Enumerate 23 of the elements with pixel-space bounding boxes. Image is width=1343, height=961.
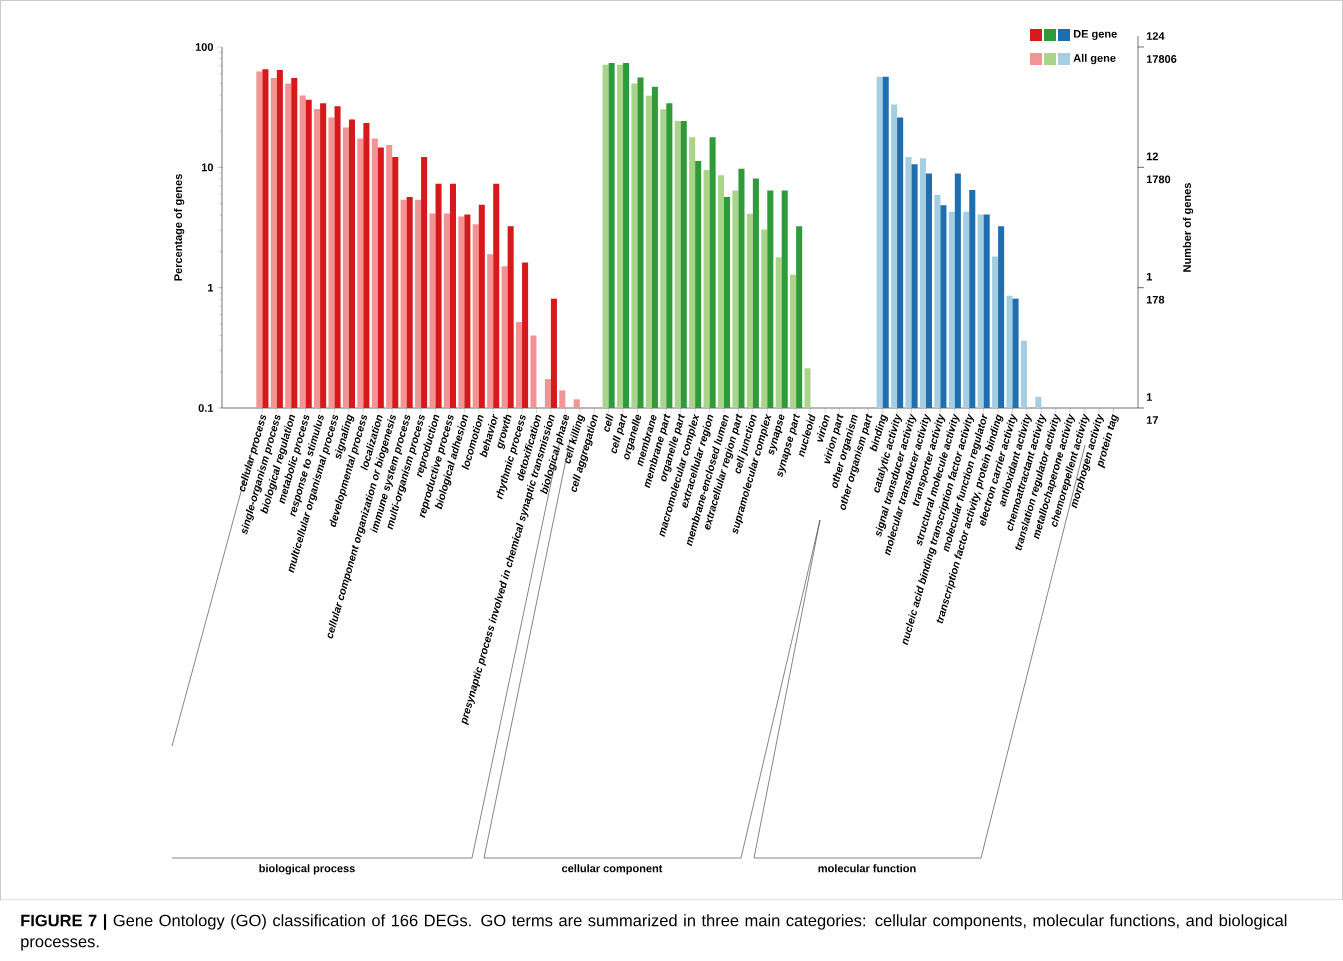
text: 17806 — [1146, 55, 1177, 63]
text: 12 — [1146, 152, 1159, 161]
text: FIGURE 7 | Gene Ontology (GO) classification of 166 DEGs. GO terms are summarized in three main categories: cellular components, molecular functions, and biological processes. — [21, 914, 1287, 951]
text: 1 — [1146, 272, 1153, 281]
legend-label: All gene — [1073, 53, 1116, 65]
y-tick-label: 1 — [208, 283, 214, 292]
text: biological process — [259, 864, 355, 875]
legend-label: DE gene — [1073, 30, 1117, 40]
y-axis-title: Percentage of genes — [173, 174, 185, 281]
x-tick-label: growth — [497, 414, 512, 450]
text: 178 — [1146, 295, 1165, 304]
text: 1780 — [1146, 175, 1171, 184]
y-tick-label: 100 — [195, 43, 214, 51]
x-tick-label: nucleoid — [798, 413, 816, 458]
text: cellular component — [562, 864, 663, 875]
text: 124 — [1146, 32, 1165, 40]
x-tick-label: cell — [604, 413, 614, 432]
text: Number of genes — [1182, 183, 1194, 272]
y-tick-label: 0.1 — [198, 404, 214, 412]
text: molecular function — [818, 864, 916, 873]
y-tick-label: 10 — [201, 163, 214, 172]
text: 1 — [1146, 393, 1153, 401]
text: 17 — [1146, 416, 1158, 424]
